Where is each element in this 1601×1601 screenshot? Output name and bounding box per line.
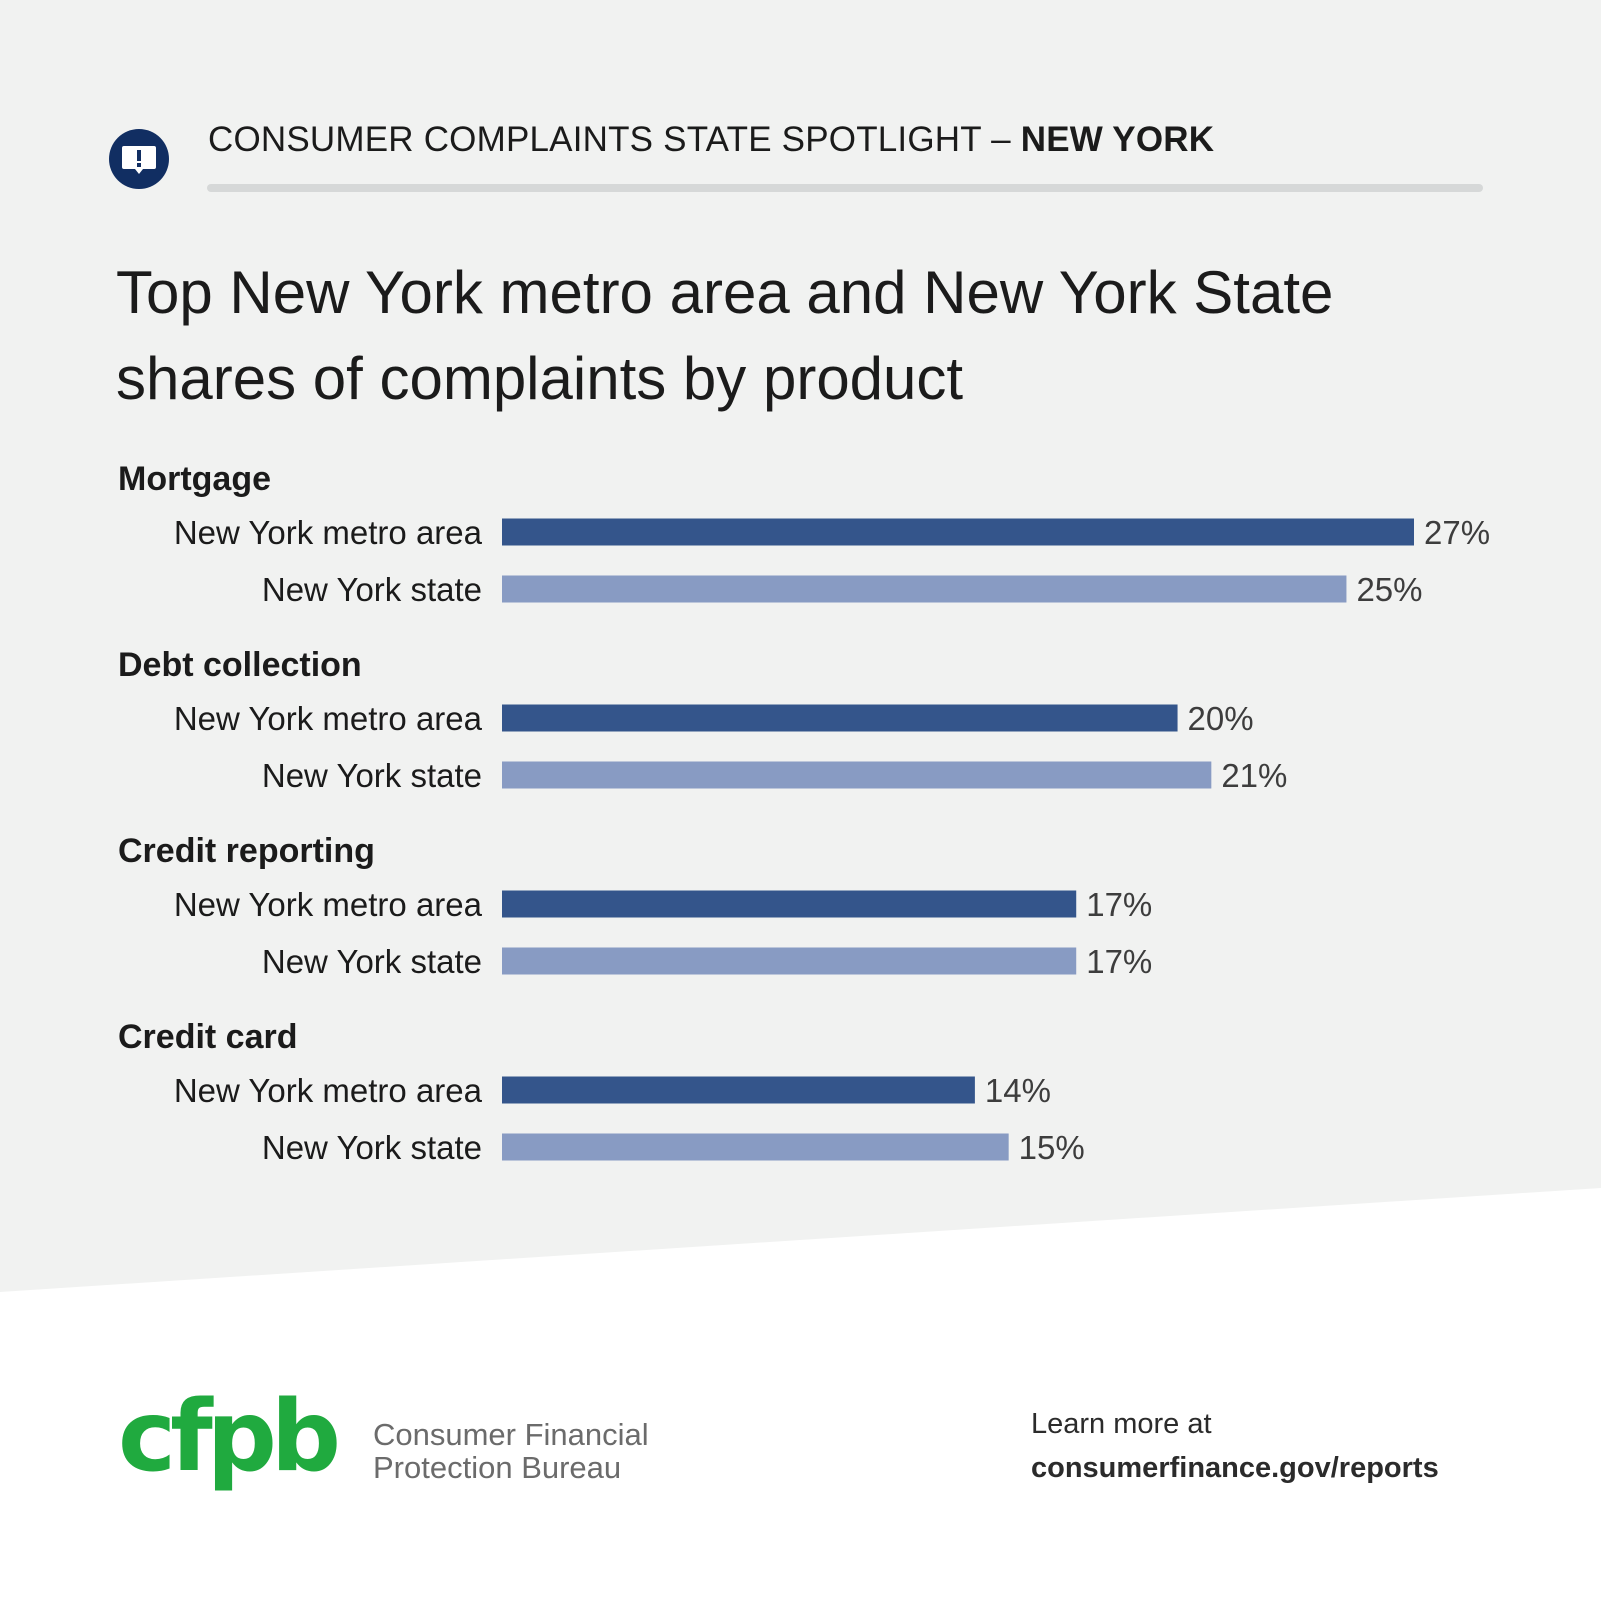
data-label: 20%: [1188, 700, 1254, 737]
learn-more-text: Learn more at: [1031, 1408, 1212, 1440]
reports-link[interactable]: consumerfinance.gov/reports: [1031, 1452, 1439, 1484]
header-state: NEW YORK: [1020, 120, 1215, 159]
org-name-line1: Consumer Financial: [373, 1417, 649, 1452]
bar: [502, 575, 1347, 603]
series-row-label: New York state: [262, 1129, 482, 1166]
data-label: 27%: [1424, 514, 1490, 551]
bar: [502, 761, 1212, 789]
header-divider: [207, 184, 1483, 192]
data-label: 21%: [1221, 757, 1287, 794]
category-label: Mortgage: [118, 460, 271, 498]
series-row-label: New York metro area: [174, 886, 483, 923]
category-label: Credit card: [118, 1018, 298, 1056]
bar: [502, 1133, 1009, 1161]
cfpb-logo: cfpb: [118, 1392, 343, 1494]
bar: [502, 890, 1077, 918]
series-row-label: New York metro area: [174, 1072, 483, 1109]
series-row-label: New York metro area: [174, 700, 483, 737]
org-name: Consumer Financial Protection Bureau: [373, 1418, 649, 1484]
series-row-label: New York state: [262, 943, 482, 980]
series-row-label: New York state: [262, 571, 482, 608]
data-label: 14%: [985, 1072, 1051, 1109]
bar: [502, 704, 1178, 732]
header-title: CONSUMER COMPLAINTS STATE SPOTLIGHT – NE…: [208, 120, 1214, 160]
data-label: 17%: [1086, 886, 1152, 923]
series-row-label: New York metro area: [174, 514, 483, 551]
series-row-label: New York state: [262, 757, 482, 794]
data-label: 15%: [1019, 1129, 1085, 1166]
gray-panel: [0, 0, 1601, 1292]
data-label: 25%: [1356, 571, 1422, 608]
logo-text: cfpb: [118, 1392, 337, 1494]
bar: [502, 518, 1414, 546]
bar: [502, 947, 1077, 975]
category-label: Credit reporting: [118, 832, 375, 870]
header-prefix: CONSUMER COMPLAINTS STATE SPOTLIGHT –: [208, 120, 1021, 159]
data-label: 17%: [1086, 943, 1152, 980]
alert-speech-bubble-icon: [109, 129, 169, 189]
chart-title: Top New York metro area and New York Sta…: [116, 259, 1334, 412]
bar: [502, 1076, 975, 1104]
org-name-line2: Protection Bureau: [373, 1450, 622, 1485]
category-label: Debt collection: [118, 646, 362, 684]
